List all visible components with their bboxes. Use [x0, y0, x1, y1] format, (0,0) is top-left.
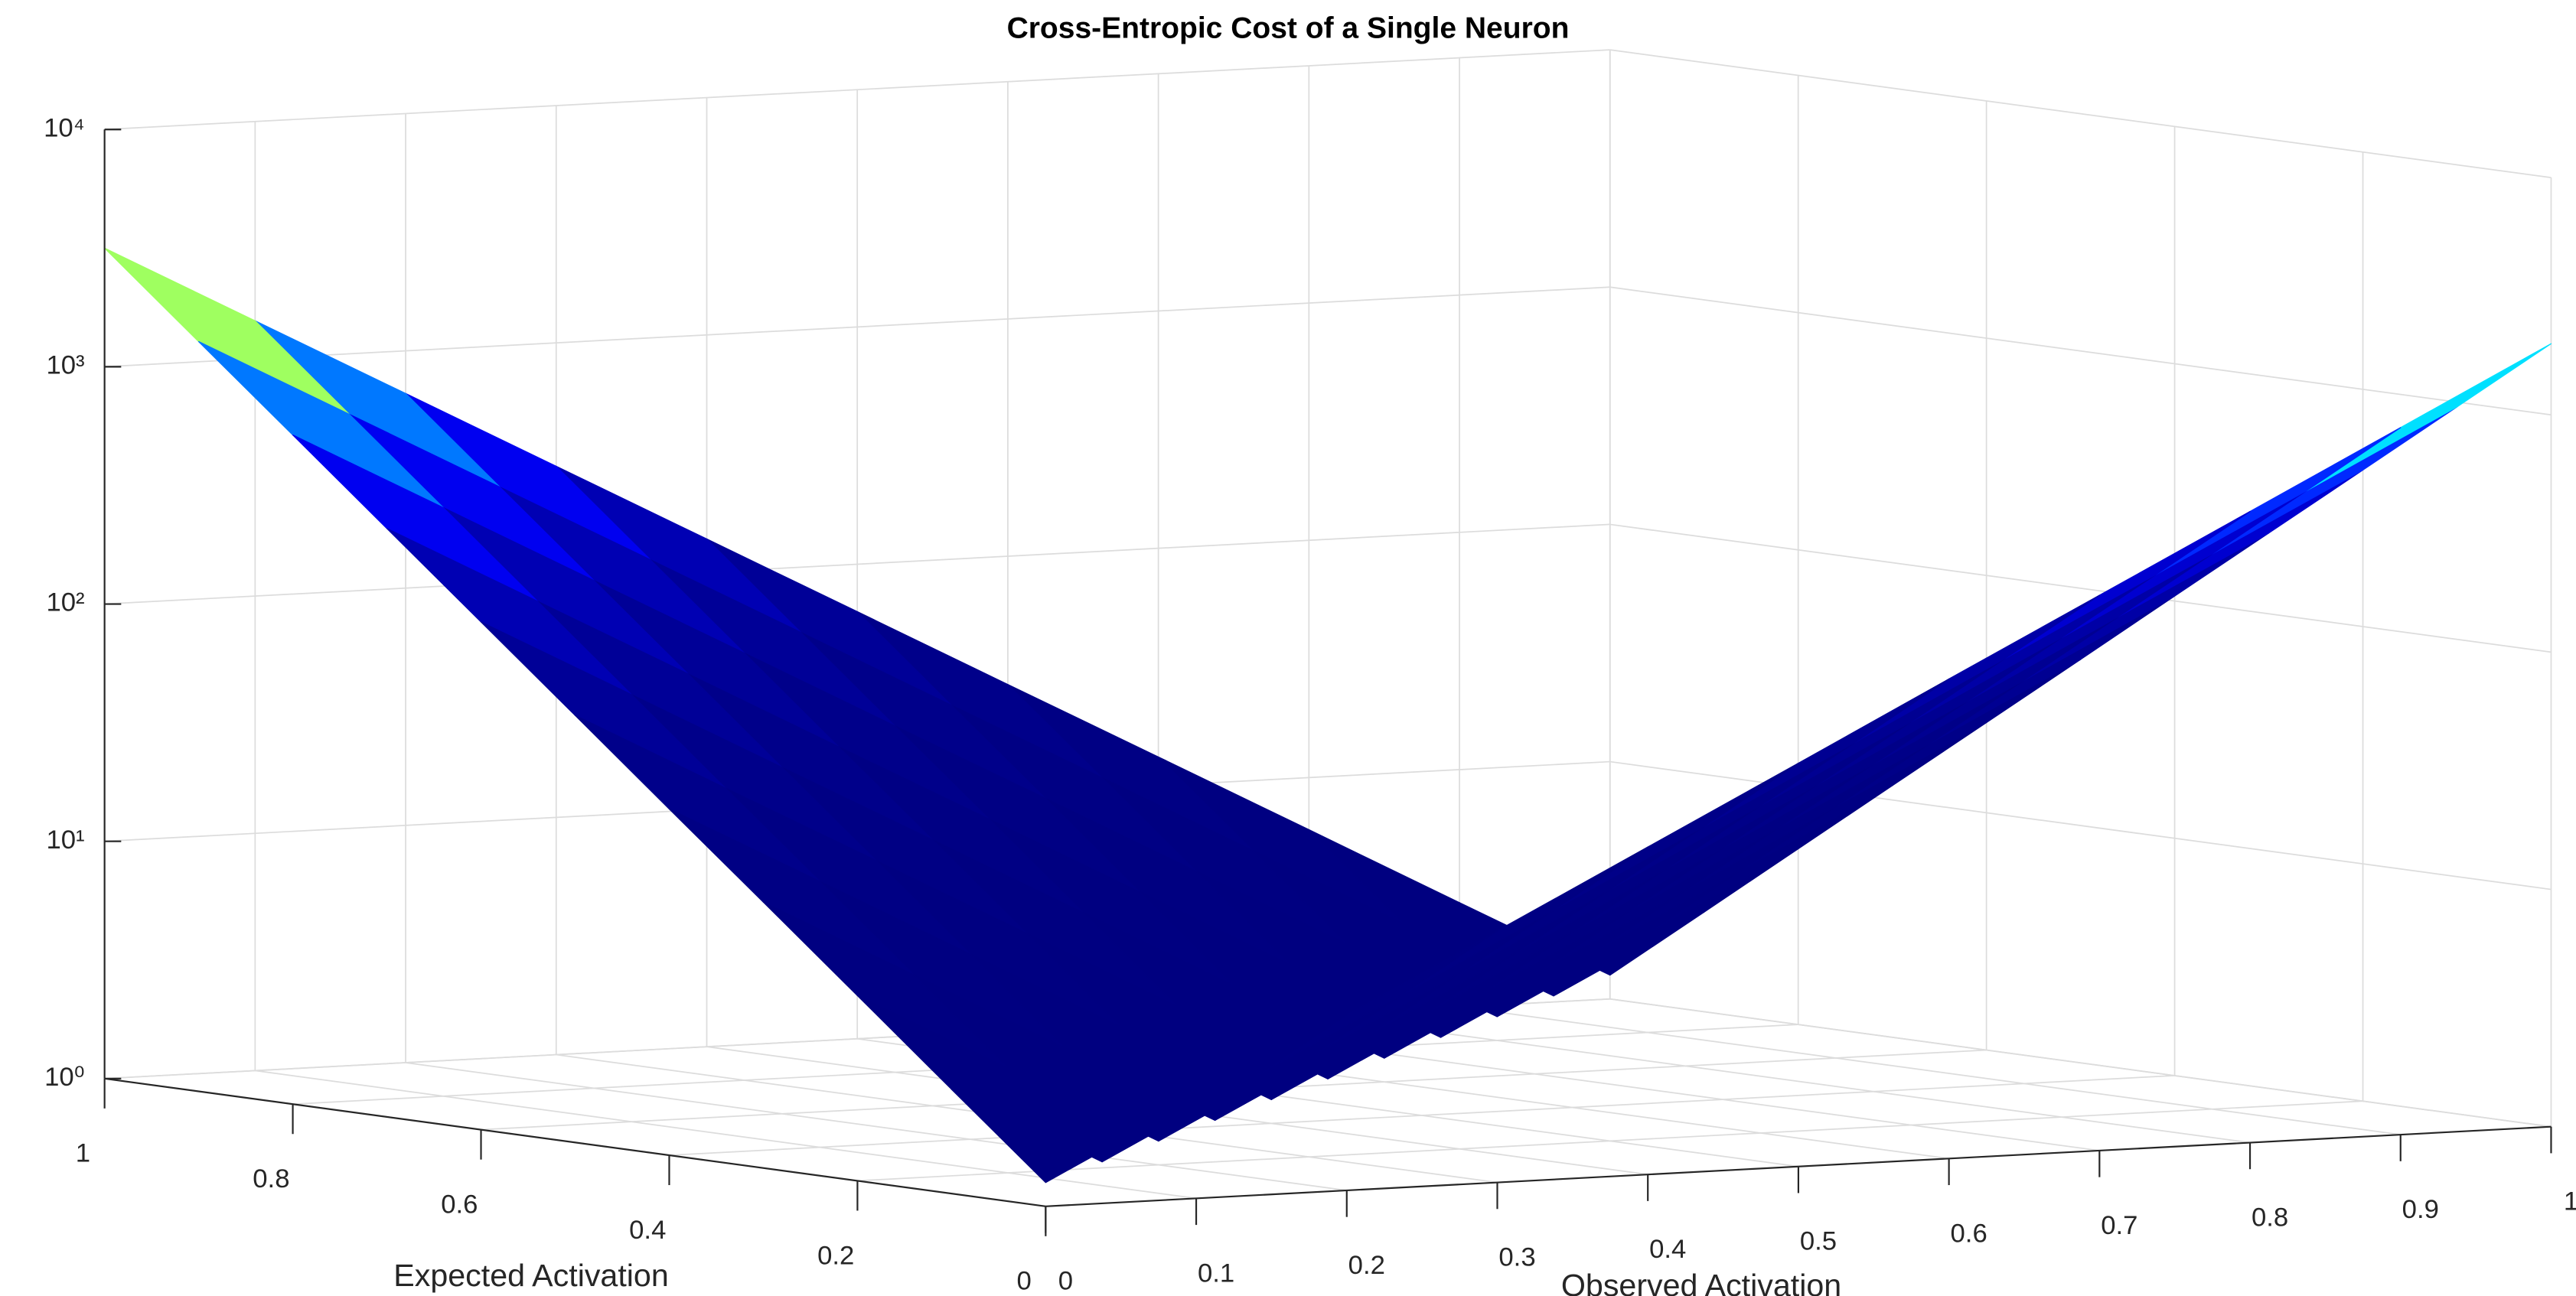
- grid-line: [1459, 1006, 2401, 1135]
- grid-line: [104, 286, 1610, 368]
- y-axis-line: [104, 1077, 1046, 1207]
- y-tick-label: 0.2: [817, 1241, 854, 1270]
- x-tick-label: 0.7: [2101, 1211, 2137, 1240]
- x-tick-label: 1: [2564, 1187, 2576, 1216]
- grid-line: [857, 1100, 2363, 1182]
- y-axis-label: Expected Activation: [393, 1258, 668, 1293]
- grid-line: [255, 1070, 1197, 1200]
- x-tick-label: 0.2: [1348, 1251, 1385, 1280]
- x-axis-label: Observed Activation: [1561, 1268, 1841, 1296]
- grid-line: [669, 1075, 2175, 1156]
- grid-line: [1609, 998, 2552, 1128]
- z-tick-label: 10¹: [46, 825, 84, 855]
- x-tick-label: 0.9: [2402, 1195, 2439, 1224]
- y-tick-label: 0.8: [253, 1164, 289, 1193]
- axes-layer: 0 0.1 0.2 0.3 0.4 0.5 0.6 0.7 0.8 0.9 1 0 0.2 0.4 0.6 0…: [44, 113, 2576, 1295]
- grid-line: [405, 1062, 1347, 1191]
- z-tick-label: 10⁰: [44, 1063, 85, 1092]
- x-tick-label: 0: [1058, 1267, 1073, 1296]
- grid-line: [1609, 49, 2552, 179]
- z-tick-label: 10⁴: [44, 113, 85, 142]
- y-tick-label: 0: [1017, 1267, 1032, 1296]
- grid-line: [1309, 1014, 2251, 1144]
- x-tick-label: 0.5: [1800, 1227, 1837, 1256]
- grid-line: [1609, 286, 2552, 416]
- x-tick-label: 0.1: [1198, 1259, 1234, 1288]
- y-tick-label: 0.6: [441, 1190, 478, 1219]
- grid-line: [104, 49, 1610, 131]
- surface-layer: [103, 247, 2552, 1184]
- grid-line: [104, 523, 1610, 605]
- z-tick-label: 10²: [46, 588, 84, 617]
- x-tick-label: 0.6: [1951, 1219, 1987, 1248]
- x-tick-label: 0.4: [1649, 1235, 1686, 1264]
- chart-title: Cross-Entropic Cost of a Single Neuron: [1007, 11, 1570, 44]
- x-tick-label: 0.8: [2252, 1203, 2288, 1232]
- z-tick-label: 10³: [46, 351, 84, 380]
- y-tick-label: 0.4: [629, 1216, 666, 1245]
- surface-patch: [951, 1089, 1197, 1184]
- x-tick-label: 0.3: [1498, 1243, 1535, 1272]
- grid-line: [1609, 523, 2552, 653]
- y-tick-label: 1: [76, 1139, 90, 1168]
